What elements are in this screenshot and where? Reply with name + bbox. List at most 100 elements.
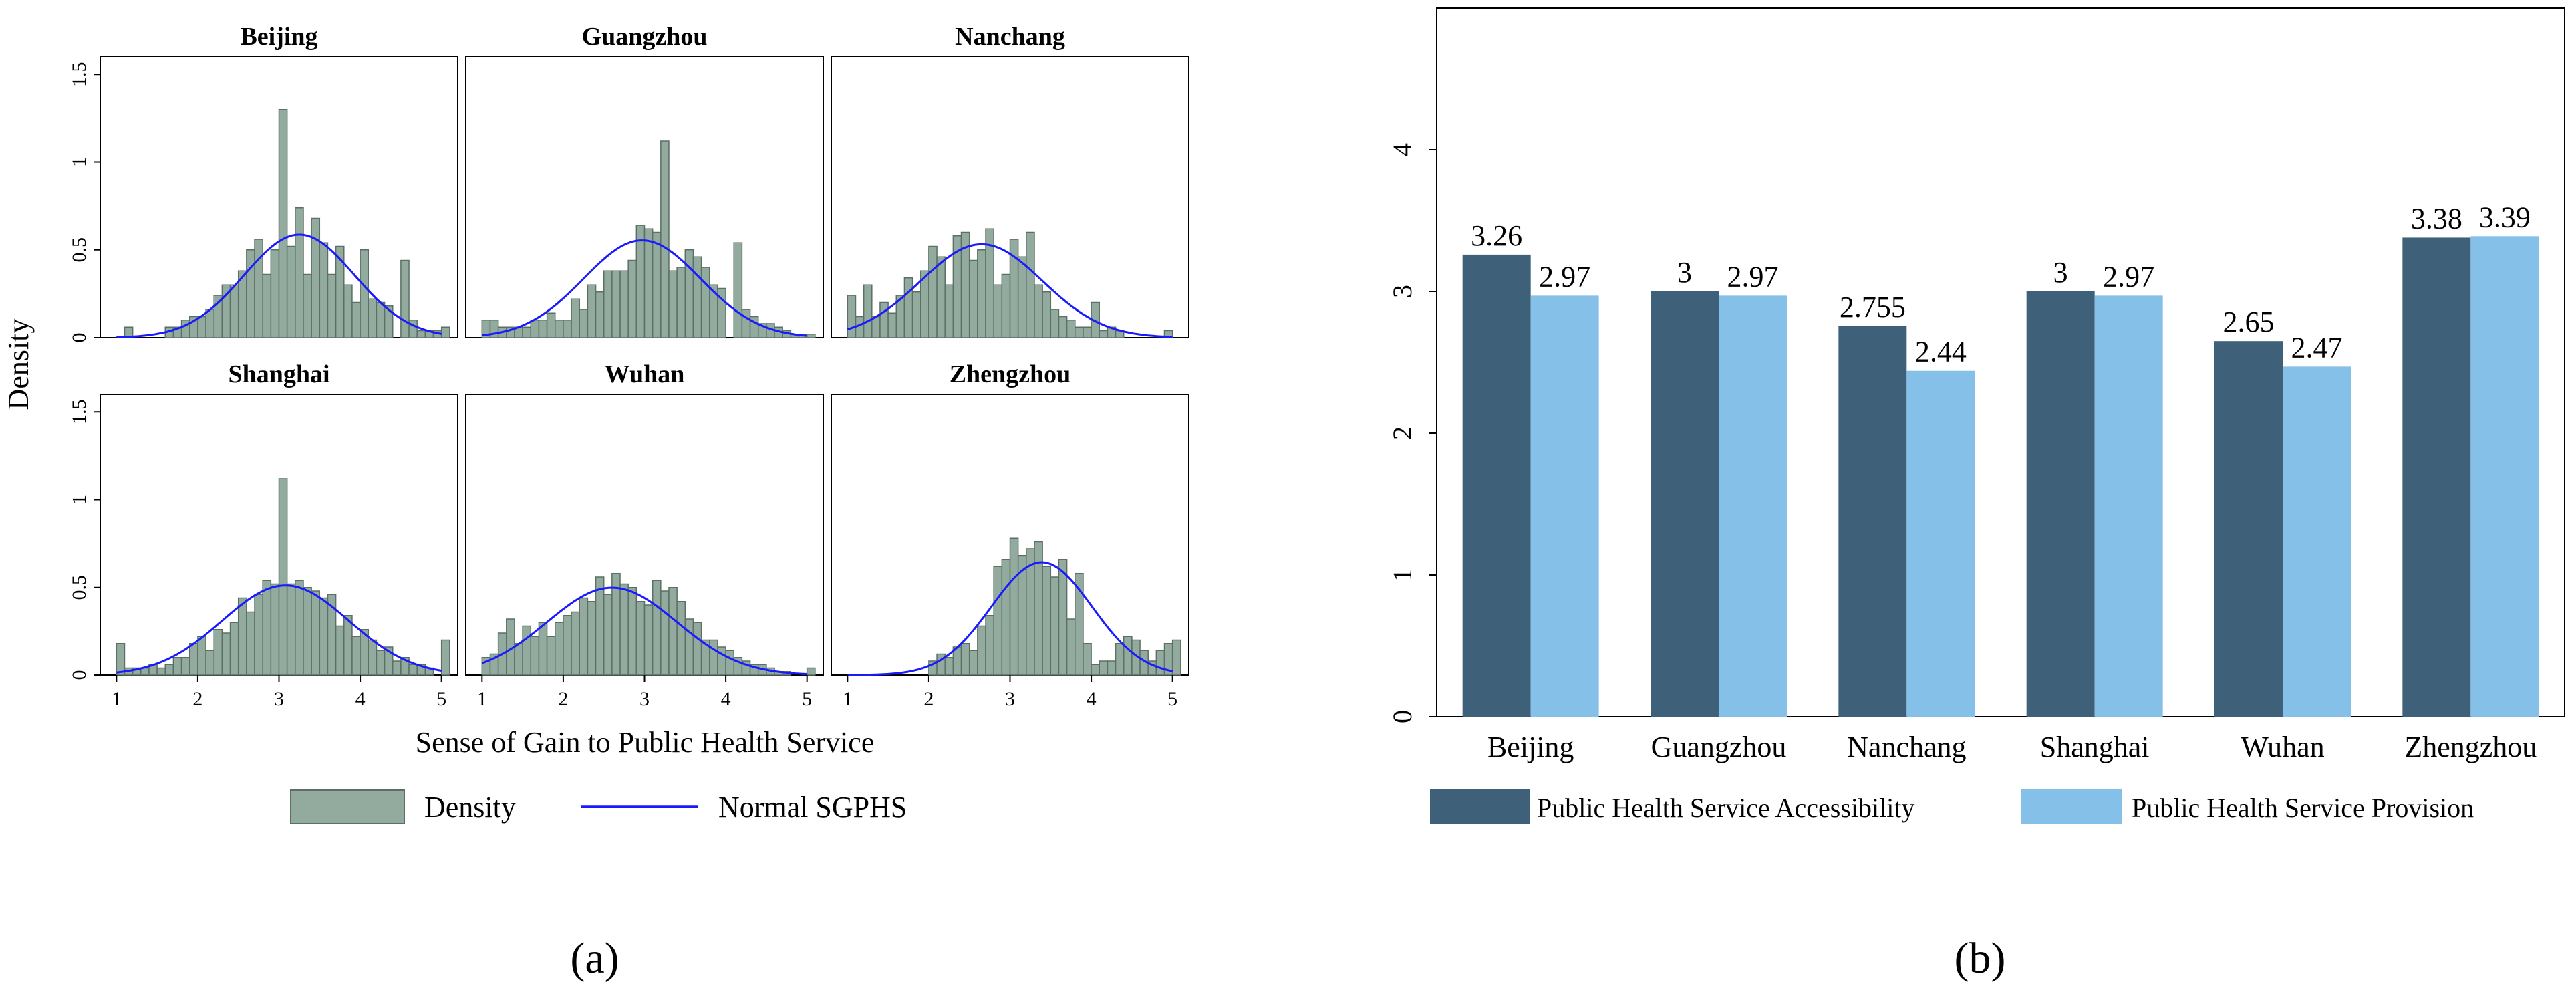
density-bar [1050, 576, 1060, 676]
density-bar [327, 273, 337, 338]
x-tick-label: 2 [192, 688, 202, 710]
density-bar [1171, 639, 1181, 676]
density-bar [587, 601, 597, 676]
density-bar [400, 259, 410, 338]
density-bar [709, 639, 718, 676]
density-bar [237, 597, 247, 676]
category-label: Beijing [1487, 731, 1574, 763]
density-bar [180, 657, 190, 676]
density-bar [985, 615, 994, 676]
normal-curve [481, 586, 807, 675]
density-bar [221, 632, 231, 676]
density-bar [668, 270, 678, 338]
density-bar [960, 643, 970, 676]
density-bar [660, 590, 670, 676]
density-bar [944, 284, 954, 338]
density-bar [440, 326, 450, 338]
density-bar [1066, 618, 1076, 676]
density-bar [262, 273, 272, 338]
y-tick-label: 4 [1387, 143, 1417, 156]
density-bar [1034, 284, 1043, 338]
density-bar [311, 217, 321, 338]
data-label: 3 [1677, 256, 1692, 289]
density-bar [384, 305, 394, 338]
x-tick-label: 2 [923, 688, 934, 710]
density-bar [197, 316, 206, 338]
data-label: 2.65 [2223, 305, 2275, 338]
y-tick-label: 1.5 [68, 400, 90, 425]
x-tick-label: 1 [112, 688, 122, 710]
bar-provision [1530, 295, 1599, 717]
density-bar [660, 140, 670, 338]
y-tick-label: 3 [1387, 285, 1417, 298]
density-bar [993, 284, 1003, 338]
x-tick-label: 1 [843, 688, 853, 710]
density-bar [295, 580, 304, 676]
density-bar [977, 249, 986, 338]
density-bar [311, 590, 321, 676]
bar-accessibility [1462, 254, 1531, 717]
density-bar [514, 643, 523, 676]
density-bar [806, 667, 816, 676]
density-bar [295, 207, 304, 338]
density-bar [563, 320, 572, 338]
density-bar [635, 601, 646, 676]
density-bar [286, 245, 296, 338]
density-bar [1115, 643, 1125, 676]
density-bar [879, 301, 889, 338]
normal-curve [847, 561, 1173, 676]
density-bar [871, 316, 881, 338]
density-bar [538, 622, 548, 676]
data-label: 2.47 [2291, 331, 2343, 364]
density-bar [555, 320, 564, 338]
data-label: 2.755 [1840, 291, 1906, 324]
density-bar [635, 225, 646, 338]
density-bar [303, 273, 312, 338]
category-label: Guangzhou [1651, 731, 1787, 763]
density-bar [1001, 559, 1011, 676]
density-bar [603, 270, 613, 338]
normal-curve [116, 584, 442, 674]
y-tick-label: 0 [1387, 710, 1417, 723]
bar-provision [1906, 370, 1975, 717]
density-bar [643, 604, 654, 676]
density-bar [538, 320, 548, 338]
density-bar [246, 611, 255, 676]
density-bar [627, 259, 637, 338]
x-tick-label: 5 [1167, 688, 1177, 710]
subplot-title: Nanchang [955, 23, 1065, 51]
density-bar [180, 320, 190, 338]
density-bar [1058, 316, 1068, 338]
density-bar [278, 478, 288, 676]
bar-accessibility [1838, 326, 1907, 717]
density-bar [903, 277, 913, 338]
density-bar [205, 309, 214, 338]
density-bar [270, 583, 280, 676]
density-bar [546, 636, 556, 676]
subplot-title: Shanghai [228, 360, 329, 388]
density-bar [668, 587, 678, 676]
category-label: Nanchang [1847, 731, 1966, 763]
subplot-title: Guangzhou [582, 23, 708, 51]
legend-swatch-provision [2021, 789, 2122, 824]
density-bar [351, 636, 361, 676]
histogram-subplot: Guangzhou [465, 23, 824, 338]
bar-provision [2094, 295, 2163, 717]
x-tick-label: 5 [802, 688, 812, 710]
density-bar [1123, 636, 1133, 676]
plot-frame [1436, 7, 2565, 717]
x-tick-label: 5 [436, 688, 446, 710]
density-bar [392, 660, 402, 676]
density-bar [1050, 309, 1060, 338]
data-label: 3.26 [1471, 219, 1522, 252]
density-bar [360, 249, 369, 338]
density-bar [530, 636, 540, 676]
density-bar [700, 267, 710, 338]
density-bar [156, 667, 166, 676]
legend-label-accessibility: Public Health Service Accessibility [1537, 793, 1914, 823]
density-bar [343, 615, 353, 676]
density-bar [376, 650, 386, 676]
density-bar [368, 298, 378, 338]
density-bar [213, 629, 223, 676]
